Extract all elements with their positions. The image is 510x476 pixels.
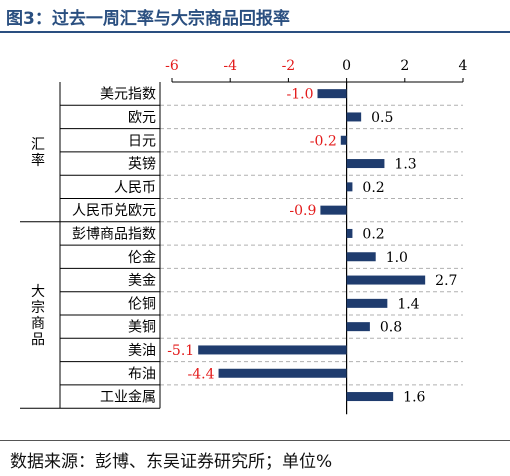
- x-tick-label: 2: [400, 58, 409, 74]
- category-label: 美油: [128, 343, 156, 359]
- category-label: 日元: [128, 133, 156, 149]
- bar: [346, 392, 394, 402]
- group-label-char: 大: [31, 284, 45, 300]
- x-tick-label: -6: [165, 58, 179, 74]
- value-label: 2.7: [435, 273, 457, 289]
- bar: [346, 159, 385, 169]
- category-label: 工业金属: [100, 390, 156, 406]
- bars: [198, 89, 426, 402]
- value-label: -1.0: [287, 87, 314, 103]
- bar: [317, 89, 347, 99]
- x-tick-label: -2: [282, 58, 296, 74]
- value-label: -0.9: [289, 203, 316, 219]
- value-label: 1.3: [394, 157, 416, 173]
- title-bar: 图3：过去一周汇率与大宗商品回报率: [0, 0, 510, 33]
- x-tick-label: 0: [342, 58, 351, 74]
- value-label: 1.0: [386, 250, 408, 266]
- value-label: -0.2: [310, 133, 337, 149]
- title-underline: [0, 31, 510, 33]
- source-note: 数据来源：彭博、东吴证券研究所；单位%: [10, 452, 333, 472]
- category-label: 布油: [128, 366, 156, 382]
- group-label-char: 率: [31, 152, 45, 169]
- group-label: 汇率: [31, 137, 45, 169]
- group-label-char: 宗: [31, 300, 45, 316]
- bar: [340, 135, 347, 145]
- category-label: 彭博商品指数: [72, 225, 156, 242]
- category-label: 欧元: [128, 110, 156, 126]
- category-label: 人民币兑欧元: [72, 203, 156, 219]
- row-dividers: [160, 104, 463, 386]
- value-label: 1.6: [403, 390, 425, 406]
- category-label: 美元指数: [100, 87, 156, 103]
- x-tick-label: -4: [223, 58, 237, 74]
- bar: [346, 298, 388, 308]
- value-label: 0.5: [371, 110, 393, 126]
- category-label: 人民币: [114, 180, 156, 196]
- x-tick-label: 4: [459, 58, 468, 74]
- value-labels: -1.00.5-0.21.30.2-0.90.21.02.71.40.8-5.1…: [167, 87, 457, 406]
- bar: [346, 182, 353, 192]
- x-axis: -6 -4 -2 0 2 4: [165, 58, 468, 415]
- value-label: -5.1: [167, 343, 194, 359]
- bar: [218, 368, 347, 378]
- bar: [346, 112, 362, 122]
- category-label: 伦金: [128, 250, 156, 266]
- group-label-char: 汇: [31, 137, 45, 153]
- bar: [346, 275, 426, 285]
- bar: [346, 252, 376, 262]
- bar: [320, 205, 347, 215]
- bar: [346, 322, 370, 332]
- value-label: 0.2: [362, 226, 384, 242]
- value-label: -4.4: [188, 366, 215, 382]
- group-label-char: 品: [31, 332, 45, 348]
- category-label: 英镑: [128, 156, 156, 173]
- category-label: 伦铜: [128, 296, 156, 312]
- group-label-char: 商: [31, 316, 45, 332]
- bar: [346, 228, 353, 238]
- value-label: 0.2: [362, 180, 384, 196]
- category-label: 美铜: [128, 320, 156, 336]
- chart-title: 图3：过去一周汇率与大宗商品回报率: [6, 9, 290, 29]
- source-divider: [0, 440, 510, 441]
- group-label: 大宗商品: [31, 284, 45, 348]
- bar: [198, 345, 347, 355]
- value-label: 0.8: [380, 320, 402, 336]
- value-label: 1.4: [397, 296, 419, 312]
- category-label: 美金: [128, 273, 156, 289]
